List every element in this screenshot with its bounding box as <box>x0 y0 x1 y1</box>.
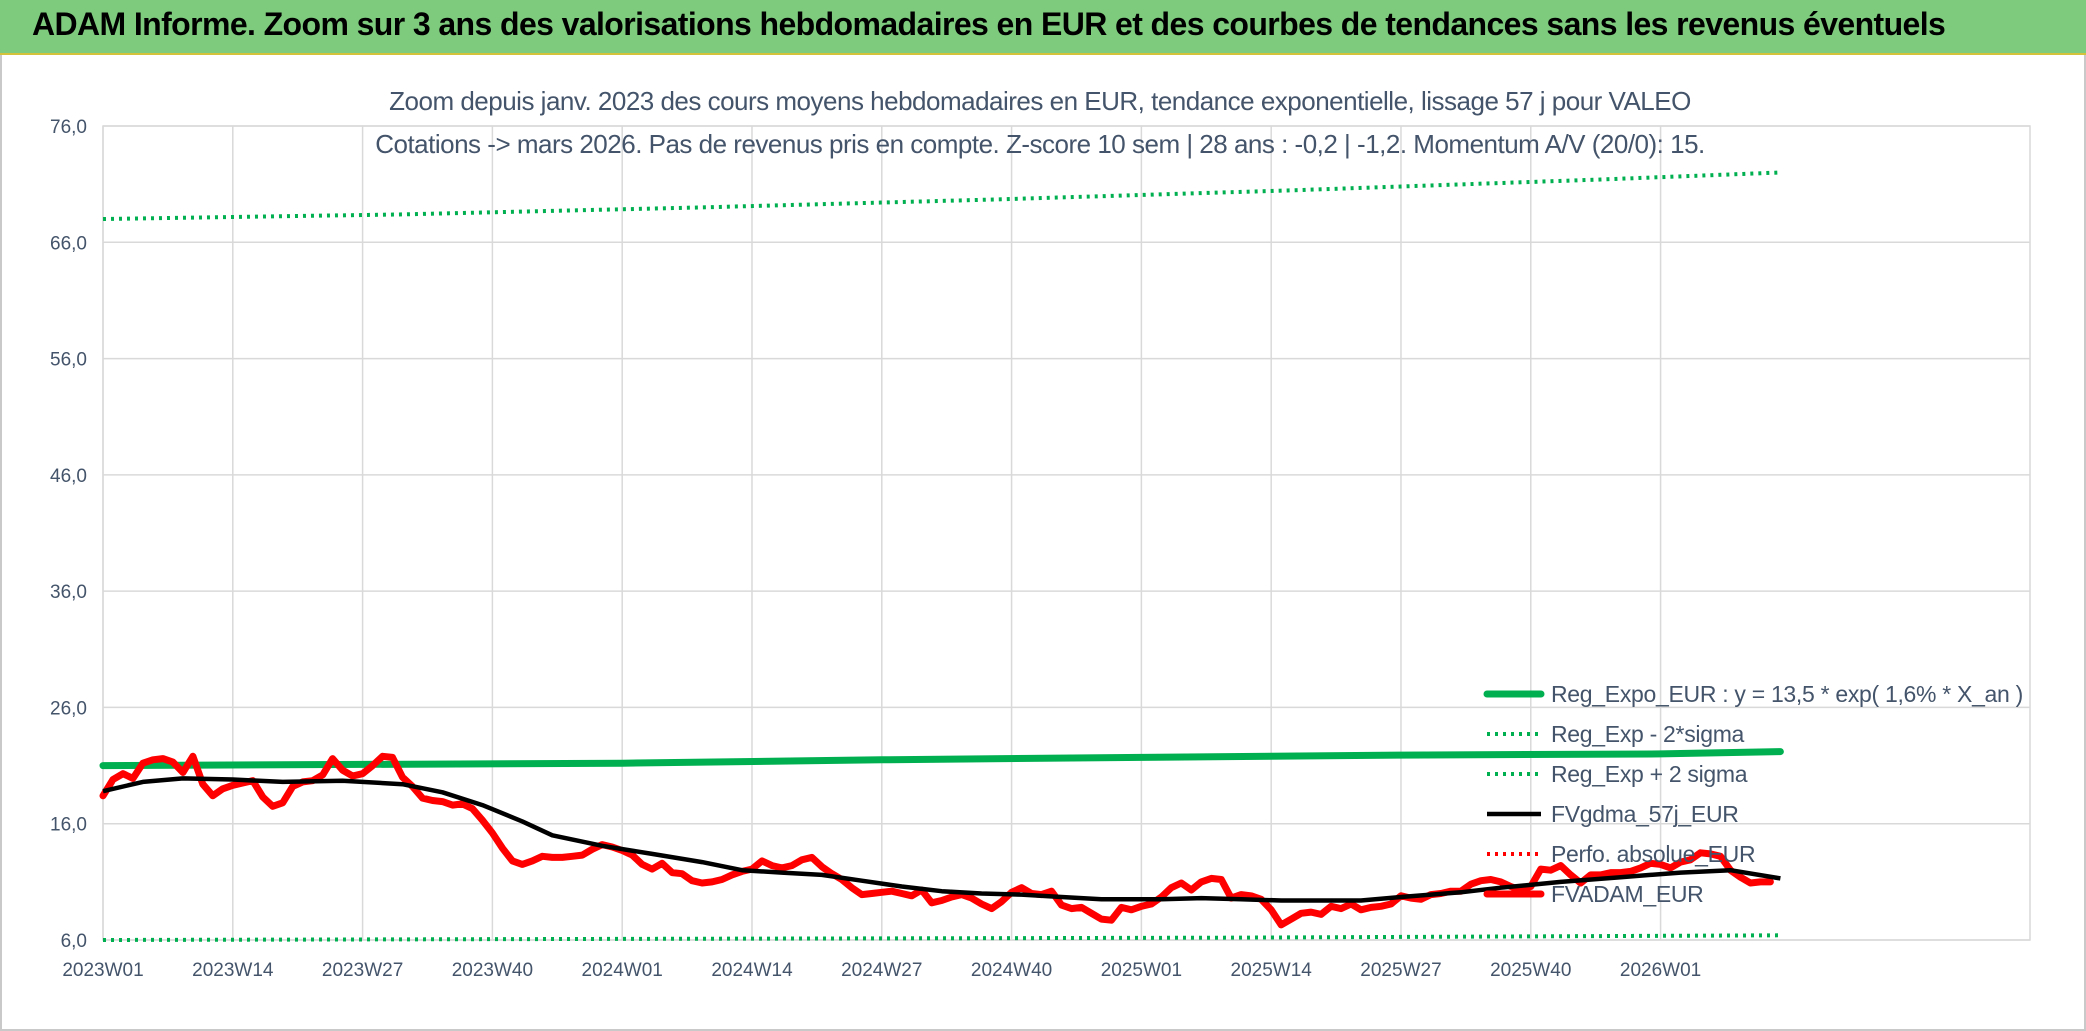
y-tick-label: 66,0 <box>50 233 87 254</box>
series-line-2 <box>102 170 1781 221</box>
y-tick-label: 56,0 <box>50 350 87 371</box>
legend-label: FVADAM_EUR <box>1551 881 1704 907</box>
x-tick-label: 2023W40 <box>452 960 533 981</box>
series-line-5 <box>99 752 1774 929</box>
chart-subtitle: Cotations -> mars 2026. Pas de revenus p… <box>375 129 1705 159</box>
legend-label: Reg_Exp - 2*sigma <box>1551 721 1745 747</box>
series-line-3 <box>102 776 1781 903</box>
y-tick-label: 6,0 <box>61 931 87 952</box>
series-line-0 <box>99 748 1784 770</box>
report-banner: ADAM Informe. Zoom sur 3 ans des valoris… <box>0 0 2086 55</box>
x-tick-label: 2026W01 <box>1620 960 1701 981</box>
chart-axes: 6,0 16,0 26,0 36,0 46,0 56,0 66,0 76,0 2023W01 20… <box>50 117 1701 981</box>
legend-label: Reg_Exp + 2 sigma <box>1551 761 1748 787</box>
x-tick-label: 2024W14 <box>711 960 793 981</box>
y-tick-label: 36,0 <box>50 582 87 603</box>
legend-label: Reg_Expo_EUR : y = 13,5 * exp( 1,6% * X_… <box>1551 681 2023 707</box>
chart-legend: Reg_Expo_EUR : y = 13,5 * exp( 1,6% * X_… <box>1483 681 2023 907</box>
legend-label: FVgdma_57j_EUR <box>1551 801 1739 827</box>
legend-label: Perfo. absolue_EUR <box>1551 841 1755 867</box>
y-tick-label: 26,0 <box>50 698 87 719</box>
chart-title: Zoom depuis janv. 2023 des cours moyens … <box>389 86 1691 116</box>
banner-title: ADAM Informe. Zoom sur 3 ans des valoris… <box>32 6 1946 42</box>
y-tick-label: 16,0 <box>50 815 87 836</box>
x-tick-label: 2025W40 <box>1490 960 1571 981</box>
y-tick-label: 76,0 <box>50 117 87 138</box>
x-tick-label: 2025W01 <box>1101 960 1182 981</box>
x-tick-label: 2025W27 <box>1360 960 1441 981</box>
x-tick-label: 2023W14 <box>192 960 274 981</box>
x-tick-label: 2023W27 <box>322 960 403 981</box>
x-tick-label: 2023W01 <box>62 960 143 981</box>
x-tick-label: 2024W40 <box>971 960 1052 981</box>
x-tick-label: 2025W14 <box>1231 960 1313 981</box>
y-tick-label: 46,0 <box>50 466 87 487</box>
x-tick-label: 2024W01 <box>582 960 663 981</box>
plot-area-border <box>102 125 2031 941</box>
x-tick-label: 2024W27 <box>841 960 922 981</box>
chart-gridlines <box>102 125 2031 941</box>
chart-series <box>99 170 1784 942</box>
